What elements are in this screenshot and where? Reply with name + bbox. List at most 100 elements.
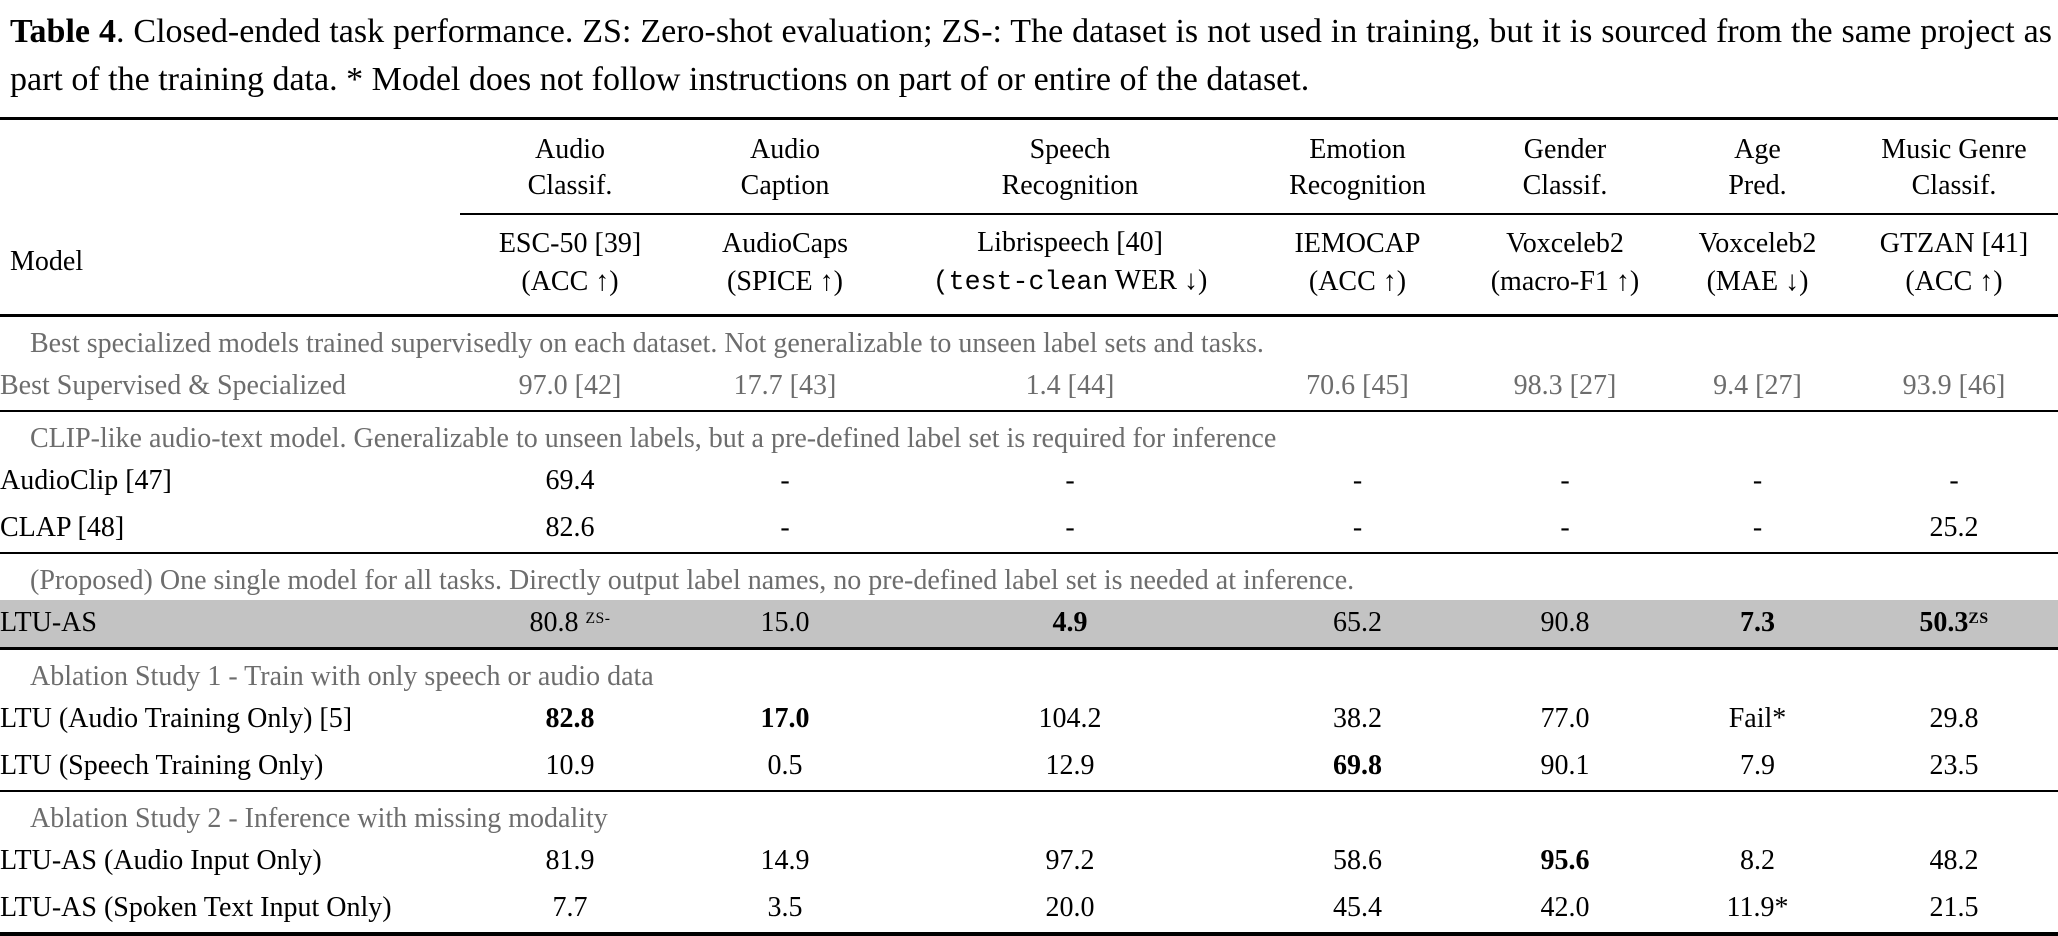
value-text: 95.6	[1540, 845, 1590, 877]
section-note-row: Ablation Study 2 - Inference with missin…	[0, 791, 2058, 838]
column-group-header: Emotion Recognition	[1250, 116, 1465, 216]
metric-value: -	[1665, 505, 1850, 555]
column-group-line1: Audio	[535, 133, 605, 165]
metric-value: 104.2	[1038, 703, 1102, 735]
column-group-line2: Caption	[740, 170, 830, 202]
dataset-name: IEMOCAP	[1294, 227, 1421, 259]
metric-value: 70.6 [45]	[1250, 363, 1465, 413]
section-note-row: (Proposed) One single model for all task…	[0, 553, 2058, 600]
column-group-header: Audio Classif.	[460, 116, 680, 216]
metric-serif-part: WER ↓)	[1108, 265, 1208, 297]
column-group-line1: Age	[1734, 133, 1781, 165]
value-text: 80.8	[529, 607, 579, 639]
dataset-column-header: Voxceleb2 (macro-F1 ↑)	[1465, 214, 1665, 318]
paper-table-figure: Table 4. Closed-ended task performance. …	[0, 8, 2058, 936]
dataset-name: Voxceleb2	[1698, 227, 1817, 259]
dataset-column-header: ESC-50 [39] (ACC ↑)	[460, 214, 680, 318]
column-group-line1: Gender	[1523, 133, 1607, 165]
zero-shot-superscript: ZS-	[585, 610, 611, 628]
dataset-name: AudioCaps	[722, 227, 848, 259]
value-text: 4.9	[1052, 607, 1088, 639]
metric-value: 17.7 [43]	[680, 363, 890, 413]
metric-value: 12.9	[890, 743, 1250, 793]
metric-value: 65.2	[1250, 600, 1465, 651]
dataset-metric: (macro-F1 ↑)	[1490, 265, 1640, 297]
metric-value: -	[1560, 465, 1570, 497]
metric-value: 8.2	[1740, 845, 1775, 877]
metric-value: 17.0	[680, 696, 890, 743]
metric-value: -	[680, 505, 890, 555]
metric-value: 11.9*	[1665, 885, 1850, 936]
metric-value: 98.3 [27]	[1465, 363, 1665, 413]
metric-value: 95.6	[1465, 838, 1665, 885]
table-row: AudioClip [47] 69.4 - - - - - -	[0, 458, 2058, 505]
metric-value: 90.8	[1465, 600, 1665, 651]
model-name: LTU-AS (Audio Input Only)	[0, 845, 322, 877]
section-note: Ablation Study 1 - Train with only speec…	[30, 661, 654, 693]
caption-text: . Closed-ended task performance. ZS: Zer…	[10, 13, 2052, 99]
model-name: LTU-AS	[0, 600, 460, 651]
column-group-line1: Music Genre	[1881, 133, 2027, 165]
metric-value: 80.8 ZS-	[460, 600, 680, 651]
dataset-column-header: GTZAN [41] (ACC ↑)	[1850, 214, 2058, 318]
dataset-metric: (MAE ↓)	[1706, 265, 1809, 297]
table-row: LTU-AS 80.8 ZS- 15.0 4.9 65.2 90.8 7.3 50.3ZS	[0, 600, 2058, 651]
section-note: CLIP-like audio-text model. Generalizabl…	[30, 423, 1277, 455]
metric-value: 7.3	[1665, 600, 1850, 651]
table-row: LTU-AS (Spoken Text Input Only) 7.7 3.5 20.…	[0, 885, 2058, 936]
metric-value: 77.0	[1540, 703, 1590, 735]
table-body: Best specialized models trained supervis…	[0, 316, 2058, 936]
metric-value: 90.1	[1465, 743, 1665, 793]
metric-value: 14.9	[760, 845, 810, 877]
header-corner-spacer	[0, 116, 460, 215]
column-group-header: Gender Classif.	[1465, 116, 1665, 216]
metric-value: 4.9	[890, 600, 1250, 651]
value-text: 7.3	[1740, 607, 1775, 639]
value-text: 50.3	[1919, 607, 1969, 639]
metric-value: 82.8	[460, 696, 680, 743]
dataset-name: ESC-50 [39]	[498, 227, 642, 259]
metric-value: 7.9	[1665, 743, 1850, 793]
metric-value: 29.8	[1929, 703, 1979, 735]
metric-value: -	[1065, 465, 1075, 497]
metric-value: 23.5	[1850, 743, 2058, 793]
table-row: CLAP [48] 82.6- - - - -25.2	[0, 505, 2058, 555]
metric-value: 45.4	[1250, 885, 1465, 936]
metric-value: -	[780, 465, 790, 497]
table-header: Audio Classif. Audio Caption Speech Recogniti…	[0, 116, 2058, 318]
metric-value: 3.5	[680, 885, 890, 936]
column-group-header: Speech Recognition	[890, 116, 1250, 216]
column-group-line1: Speech	[1029, 133, 1111, 165]
metric-value: 7.7	[460, 885, 680, 936]
metric-value: 81.9	[545, 845, 595, 877]
dataset-name: Librispeech [40]	[977, 227, 1163, 259]
column-group-line2: Recognition	[1289, 170, 1426, 202]
metric-value: 20.0	[890, 885, 1250, 936]
results-table: Audio Classif. Audio Caption Speech Recogniti…	[0, 116, 2058, 936]
table-row: Best Supervised & Specialized 97.0 [42] 17…	[0, 363, 2058, 413]
value-text: 69.8	[1333, 750, 1382, 782]
section-note-row: CLIP-like audio-text model. Generalizabl…	[0, 411, 2058, 458]
metric-value: 48.2	[1929, 845, 1979, 877]
metric-value: 15.0	[680, 600, 890, 651]
column-group-header: Audio Caption	[680, 116, 890, 216]
metric-value: 50.3ZS	[1850, 600, 2058, 651]
metric-value: 69.4	[545, 465, 595, 497]
metric-value: 0.5	[680, 743, 890, 793]
column-group-line2: Recognition	[1001, 170, 1139, 202]
table-row: LTU (Audio Training Only) [5] 82.8 17.0 104…	[0, 696, 2058, 743]
column-group-line1: Emotion	[1309, 133, 1406, 165]
task-group-header-row: Audio Classif. Audio Caption Speech Recogniti…	[0, 116, 2058, 216]
model-name: AudioClip [47]	[0, 465, 172, 497]
model-name: Best Supervised & Specialized	[0, 363, 460, 413]
dataset-name: GTZAN [41]	[1879, 227, 2029, 259]
metric-value: 82.6	[460, 505, 680, 555]
dataset-metric: (ACC ↑)	[1308, 265, 1407, 297]
dataset-metric: (test-clean WER ↓)	[890, 262, 1250, 301]
metric-value: -	[1250, 505, 1465, 555]
metric-value: 58.6	[1333, 845, 1382, 877]
metric-value: -	[1949, 465, 1959, 497]
zero-shot-superscript: ZS	[1968, 610, 1989, 628]
model-name: LTU-AS (Spoken Text Input Only)	[0, 885, 460, 936]
column-group-line2: Classif.	[527, 170, 613, 202]
